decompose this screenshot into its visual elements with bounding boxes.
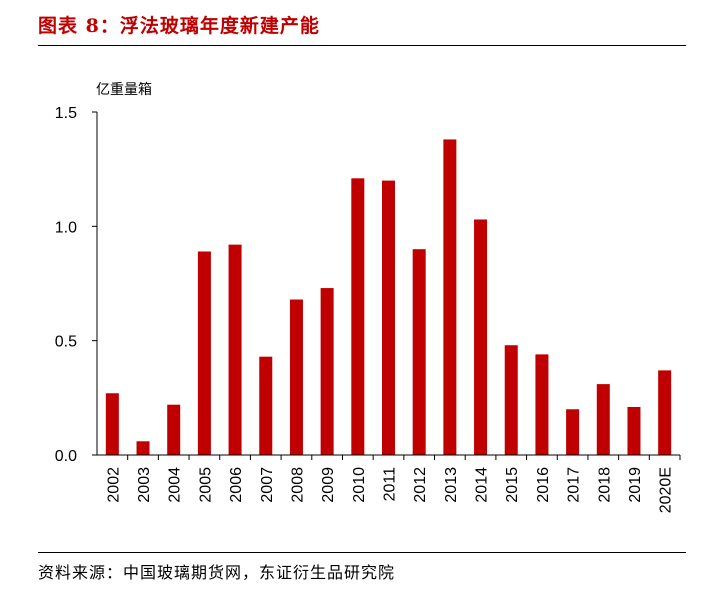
x-tick-label-2015: 2015 xyxy=(504,467,521,503)
x-tick-label-2009: 2009 xyxy=(320,467,337,503)
bar-2003 xyxy=(136,441,150,455)
x-tick-label-2018: 2018 xyxy=(596,467,613,503)
y-axis-unit-label: 亿重量箱 xyxy=(96,82,152,98)
x-tick-label-2005: 2005 xyxy=(197,467,214,503)
top-divider xyxy=(38,45,686,46)
x-tick-label-2012: 2012 xyxy=(412,467,429,503)
bar-2012 xyxy=(412,249,426,455)
x-tick-label-2003: 2003 xyxy=(136,467,153,503)
x-tick-label-2008: 2008 xyxy=(289,467,306,503)
bar-2011 xyxy=(382,180,395,455)
bar-2009 xyxy=(320,288,334,455)
source-note: 资料来源：中国玻璃期货网，东证衍生品研究院 xyxy=(38,563,396,582)
bar-2014 xyxy=(474,219,488,455)
x-tick-label-2014: 2014 xyxy=(474,467,491,503)
bar-2004 xyxy=(167,404,181,455)
y-tick-label: 0.0 xyxy=(55,448,77,465)
bar-2020E xyxy=(658,370,672,455)
x-tick-label-2010: 2010 xyxy=(351,467,368,503)
bar-2002 xyxy=(105,393,119,455)
bar-2015 xyxy=(504,345,518,455)
x-tick-label-2004: 2004 xyxy=(167,467,184,503)
x-tick-label-2007: 2007 xyxy=(259,467,276,503)
bar-2010 xyxy=(351,178,365,455)
figure-title: 图表 8：浮法玻璃年度新建产能 xyxy=(38,15,320,37)
x-axis-ticks: 2002 2003 2004 2005 2006 2007 2008 2009 2010 2011… xyxy=(105,455,681,513)
x-tick-label-2006: 2006 xyxy=(228,467,245,503)
x-tick-label-2011: 2011 xyxy=(382,467,399,502)
x-tick-label-2017: 2017 xyxy=(566,467,583,503)
bar-2018 xyxy=(596,384,610,455)
bar-2019 xyxy=(627,406,641,455)
y-tick-label: 0.5 xyxy=(55,334,77,351)
bar-2007 xyxy=(259,356,273,455)
bar-2005 xyxy=(197,251,211,455)
x-tick-label-2013: 2013 xyxy=(443,467,460,503)
x-tick-label-2020E: 2020E xyxy=(658,467,675,513)
y-axis-ticks: 0.0 0.5 1.0 1.5 xyxy=(55,105,97,465)
bar-2006 xyxy=(228,244,242,455)
bar-2013 xyxy=(443,139,457,455)
bar-2017 xyxy=(566,409,580,455)
x-tick-label-2002: 2002 xyxy=(105,467,122,503)
x-tick-label-2019: 2019 xyxy=(627,467,644,503)
bottom-divider xyxy=(38,552,686,553)
bars-group xyxy=(105,139,672,455)
bar-2008 xyxy=(289,299,303,455)
y-tick-label: 1.5 xyxy=(55,105,77,122)
x-tick-label-2016: 2016 xyxy=(535,467,552,503)
y-tick-label: 1.0 xyxy=(55,219,77,236)
bar-2016 xyxy=(535,354,549,455)
